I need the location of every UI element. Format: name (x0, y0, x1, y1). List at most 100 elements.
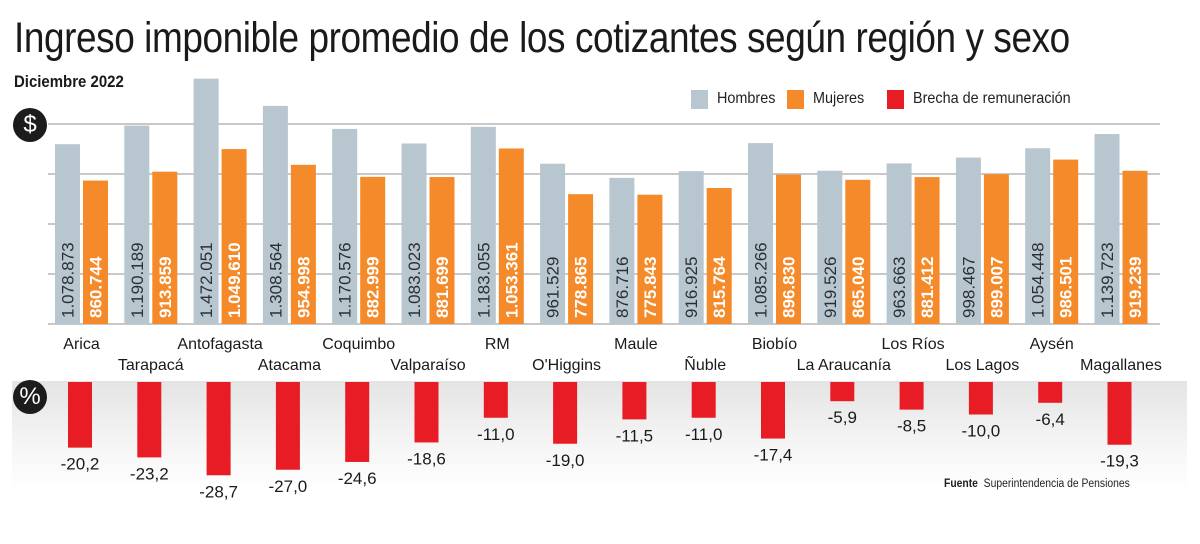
value-label-hombres: 1.054.448 (1029, 242, 1048, 318)
gap-bars: -20,2 -23,2 -28,7 -27,0 -24,6 -18,6 -11,0 -19,0… (61, 382, 1139, 501)
gap-value-label: -24,6 (338, 469, 377, 488)
bar-mujeres (83, 180, 108, 324)
value-label-hombres: 919.526 (821, 257, 840, 318)
bar-brecha (622, 382, 647, 420)
bar-hombres (55, 144, 80, 324)
value-label-mujeres: 815.764 (710, 256, 729, 318)
bar-hombres (332, 128, 358, 324)
region-label: Biobío (752, 336, 797, 353)
region-label: Los Ríos (882, 336, 945, 353)
gap-value-label: -17,4 (754, 446, 793, 465)
bar-mujeres (429, 177, 455, 324)
region-label: Ñuble (684, 354, 726, 374)
legend-swatch-brecha (887, 89, 904, 109)
value-label-mujeres: 1.049.610 (225, 242, 244, 318)
region-label: Tarapacá (118, 357, 184, 374)
legend-item-hombres: Hombres (691, 88, 782, 110)
bar-mujeres (360, 176, 386, 324)
chart-subtitle: Diciembre 2022 (14, 72, 124, 91)
value-label-hombres: 1.308.564 (266, 242, 285, 318)
bar-mujeres (152, 171, 178, 324)
bar-hombres (678, 171, 704, 324)
value-label-mujeres: 865.040 (849, 257, 868, 318)
region-label: Atacama (258, 357, 321, 374)
source-text: Superintendencia de Pensiones (983, 478, 1130, 490)
value-label-mujeres: 919.239 (1126, 257, 1145, 318)
bar-mujeres (568, 194, 594, 324)
bar-brecha (68, 382, 92, 448)
value-label-hombres: 916.925 (682, 257, 701, 318)
bar-brecha (761, 382, 785, 439)
legend-swatch-hombres (691, 89, 708, 109)
bar-mujeres (221, 149, 247, 324)
value-label-hombres: 1.083.023 (405, 242, 424, 318)
bar-mujeres (1122, 170, 1148, 324)
region-label: Aysén (1030, 336, 1074, 353)
region-label: O'Higgins (532, 357, 601, 374)
bar-hombres (955, 157, 981, 324)
bar-brecha (553, 382, 578, 444)
dollar-icon: $ (13, 108, 47, 142)
region-label: Los Lagos (945, 357, 1019, 374)
bar-hombres (748, 143, 773, 324)
legend-item-brecha: Brecha de remuneración (887, 88, 1088, 110)
bar-hombres (401, 143, 427, 324)
bar-hombres (540, 163, 566, 324)
source-label: Fuente (944, 478, 978, 490)
gap-value-label: -18,6 (407, 449, 446, 468)
value-label-mujeres: 775.843 (641, 257, 660, 318)
bar-hombres (886, 163, 912, 324)
bar-brecha (206, 382, 231, 476)
region-label: Antofagasta (177, 336, 263, 353)
value-label-mujeres: 881.412 (918, 257, 937, 318)
bar-hombres (124, 125, 150, 325)
value-label-hombres: 961.529 (544, 257, 563, 318)
bar-brecha (1038, 382, 1063, 403)
gap-value-label: -6,4 (1036, 410, 1065, 429)
value-label-mujeres: 899.007 (987, 257, 1006, 318)
percent-icon: % (13, 380, 47, 414)
income-value-labels: 1.078.873 860.744 1.190.189 913.859 1.472.05… (59, 242, 1146, 318)
bar-brecha (483, 382, 508, 418)
bar-mujeres (1053, 159, 1079, 324)
region-label: Coquimbo (322, 336, 395, 353)
bar-hombres (817, 170, 843, 324)
value-label-mujeres: 1.053.361 (502, 242, 521, 318)
bar-brecha (1107, 382, 1132, 445)
bar-mujeres (290, 164, 316, 324)
value-label-mujeres: 954.998 (294, 257, 313, 318)
bar-brecha (345, 382, 370, 462)
region-label: Arica (63, 336, 100, 353)
value-label-hombres: 1.472.051 (197, 242, 216, 318)
bar-hombres (1025, 148, 1051, 324)
legend-label-mujeres: Mujeres (813, 90, 865, 107)
bar-mujeres (706, 188, 732, 324)
value-label-mujeres: 986.501 (1057, 257, 1076, 318)
region-label: RM (485, 336, 510, 353)
value-label-mujeres: 860.744 (87, 256, 106, 318)
chart-title: Ingreso imponible promedio de los cotiza… (14, 14, 1070, 62)
gap-value-label: -11,0 (477, 425, 515, 444)
gap-value-label: -5,9 (828, 408, 857, 427)
gap-value-label: -11,5 (616, 426, 654, 445)
value-label-hombres: 1.085.266 (752, 242, 771, 318)
bar-brecha (414, 382, 439, 443)
bar-hombres (470, 126, 496, 325)
bar-mujeres (498, 148, 524, 324)
region-label: La Araucanía (797, 357, 891, 374)
bar-mujeres (637, 194, 663, 324)
gap-value-label: -19,3 (1100, 452, 1139, 471)
value-label-hombres: 1.139.723 (1098, 242, 1117, 318)
gap-value-label: -10,0 (962, 422, 1001, 441)
gap-value-label: -19,0 (546, 451, 585, 470)
value-label-mujeres: 778.865 (572, 257, 591, 318)
gap-value-label: -27,0 (269, 477, 308, 496)
bar-hombres (193, 78, 219, 324)
income-bars (55, 78, 1148, 325)
value-label-mujeres: 896.830 (780, 257, 799, 318)
gap-value-label: -8,5 (897, 417, 926, 436)
value-label-mujeres: 913.859 (156, 257, 175, 318)
bar-hombres (262, 105, 288, 324)
